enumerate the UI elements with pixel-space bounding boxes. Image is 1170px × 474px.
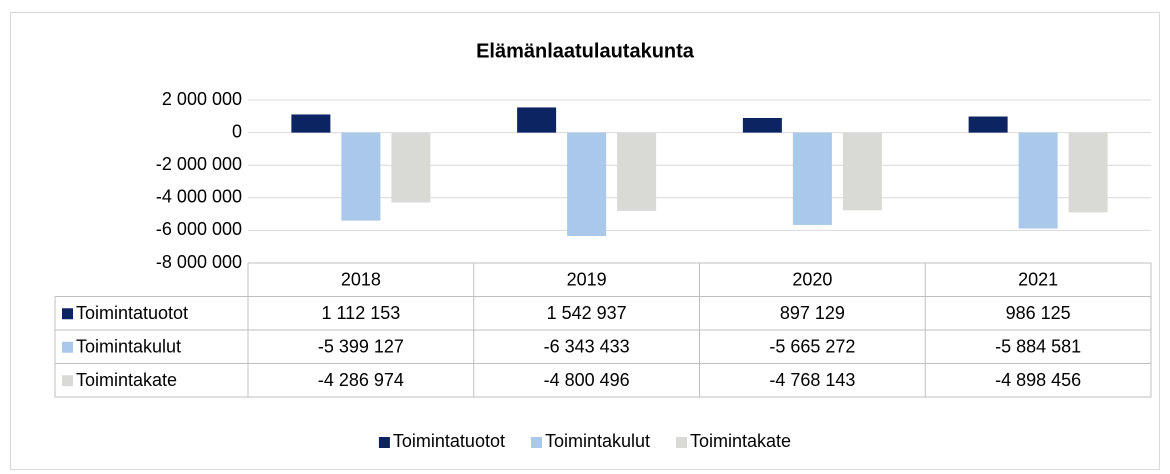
table-value: -4 800 496: [544, 370, 630, 390]
table-row-label: Toimintakulut: [76, 337, 181, 357]
legend-key: [530, 437, 542, 448]
table-row-label: Toimintakate: [76, 370, 177, 390]
table-value: -6 343 433: [544, 337, 630, 357]
legend-label: Toimintakate: [690, 431, 791, 451]
bar: [341, 132, 381, 221]
bar: [842, 132, 882, 211]
bar: [792, 132, 832, 225]
bar: [391, 132, 431, 203]
bar: [291, 114, 331, 133]
y-tick-label: -4 000 000: [156, 187, 242, 207]
table-value: -4 768 143: [769, 370, 855, 390]
x-tick-label: 2020: [792, 270, 832, 290]
bar: [617, 132, 657, 211]
table-value: -5 399 127: [318, 337, 404, 357]
y-tick-label: -6 000 000: [156, 219, 242, 239]
y-tick-label: 2 000 000: [162, 89, 242, 109]
y-tick-label: -8 000 000: [156, 252, 242, 272]
x-tick-label: 2021: [1018, 270, 1058, 290]
table-value: 1 542 937: [547, 303, 627, 323]
table-value: -4 286 974: [318, 370, 404, 390]
bar: [517, 107, 557, 133]
legend-label: Toimintakulut: [545, 431, 650, 451]
table-value: -5 665 272: [769, 337, 855, 357]
legend-label: Toimintatuotot: [393, 431, 505, 451]
table-legend-key: [62, 375, 73, 387]
chart-title: Elämänlaatulautakunta: [476, 40, 695, 62]
table-legend-key: [62, 308, 73, 320]
legend-key: [676, 437, 688, 448]
x-tick-label: 2019: [567, 270, 607, 290]
y-tick-label: 0: [232, 121, 242, 141]
table-value: -5 884 581: [995, 337, 1081, 357]
table-value: -4 898 456: [995, 370, 1081, 390]
bar: [1068, 132, 1108, 213]
bar: [567, 132, 607, 236]
y-tick-label: -2 000 000: [156, 154, 242, 174]
bar: [968, 116, 1008, 133]
bar: [742, 117, 782, 133]
table-value: 897 129: [780, 303, 845, 323]
table-legend-key: [62, 341, 73, 353]
table-value: 1 112 153: [322, 303, 401, 323]
chart-border: [10, 12, 1160, 470]
legend-key: [378, 437, 390, 448]
x-tick-label: 2018: [341, 270, 381, 290]
bar: [1018, 132, 1058, 229]
table-row-label: Toimintatuotot: [76, 303, 188, 323]
table-value: 986 125: [1006, 303, 1071, 323]
